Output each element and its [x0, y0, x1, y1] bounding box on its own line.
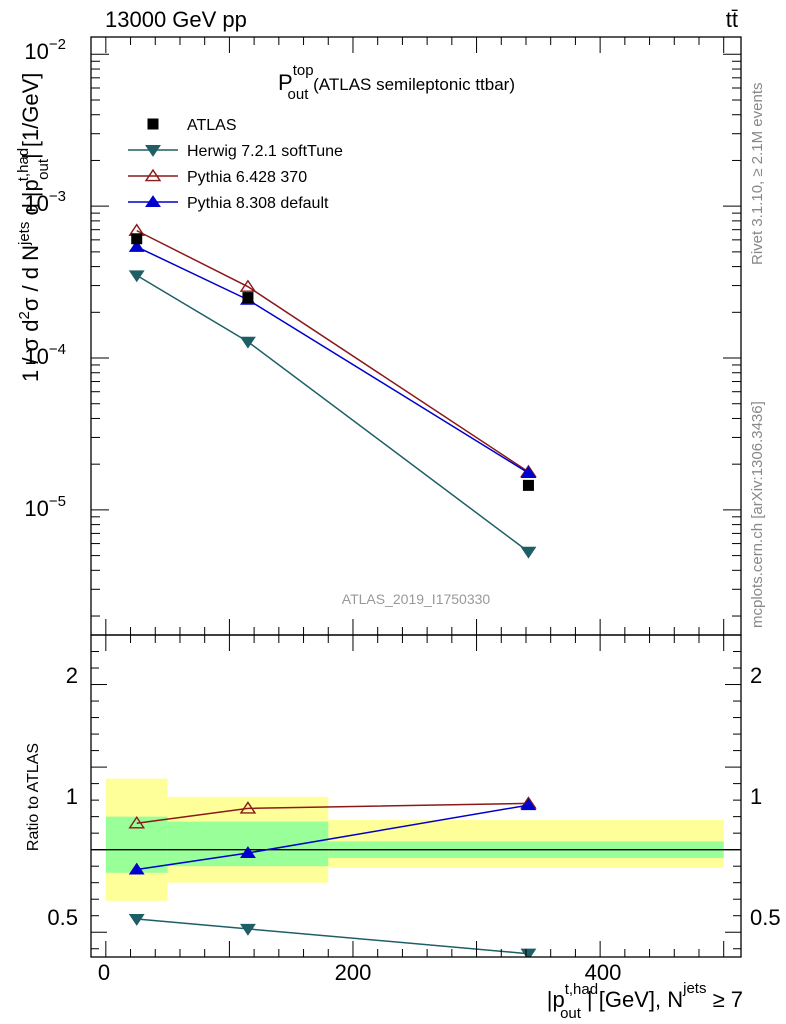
x-tick-label-0: 0	[98, 960, 110, 985]
x-tick-labels: 0 200 400	[98, 960, 621, 985]
ratio-point-series-2-1	[240, 846, 256, 859]
ratio-series-group	[128, 796, 537, 957]
main-point-series-3-2	[520, 466, 537, 479]
legend-marker-2	[144, 168, 162, 182]
ratio-line-series-0	[136, 918, 529, 955]
x-tick-label-200: 200	[335, 960, 372, 985]
ratio-y-tick-label-left-2: 2	[66, 663, 78, 688]
main-line-series-2	[136, 229, 529, 473]
legend: ATLAS Herwig 7.2.1 softTune Pythia 6.428 3…	[128, 117, 343, 212]
ratio-point-series-0-1	[240, 923, 256, 936]
y-tick-label-1e-4: 10−4	[24, 341, 66, 369]
main-series-group	[128, 223, 537, 559]
main-point-series-3-0	[128, 239, 145, 252]
legend-marker-1	[145, 144, 161, 157]
ratio-y-tick-label-left-1: 1	[66, 784, 78, 809]
main-point-series-1-1	[240, 336, 256, 349]
main-line-series-3	[136, 246, 529, 474]
main-point-series-0-1	[242, 292, 254, 304]
main-point-series-0-0	[131, 233, 143, 245]
main-y-tick-labels: 10−5 10−4 10−3 10−2	[24, 36, 66, 521]
energy-label: 13000 GeV pp	[105, 7, 247, 32]
ratio-y-tick-labels: 0.5 1 2 0.5 1 2	[47, 663, 780, 930]
ratio-point-series-1-0	[128, 816, 146, 829]
ratio-y-axis-label: Ratio to ATLAS	[25, 743, 42, 851]
plot-title: Ptop out (ATLAS semileptonic ttbar)	[278, 62, 515, 103]
main-point-series-1-2	[520, 546, 537, 559]
ratio-y-tick-label-right-0: 0.5	[750, 905, 781, 930]
legend-label-2: Pythia 6.428 370	[187, 169, 307, 186]
y-tick-label-1e-2: 10−2	[24, 36, 66, 64]
ratio-uncertainty-bands	[105, 778, 724, 901]
ratio-point-series-0-0	[128, 913, 145, 926]
x-tick-label-400: 400	[585, 960, 622, 985]
legend-marker-0	[147, 118, 159, 130]
watermark: ATLAS_2019_I1750330	[342, 591, 491, 607]
ratio-line-series-1	[136, 802, 529, 824]
ratio-y-tick-label-right-2: 2	[750, 663, 762, 688]
x-axis-label: |pt,had out| [GeV], Njets ≥ 7	[547, 980, 743, 1022]
main-point-series-2-1	[239, 279, 257, 292]
legend-label-0: ATLAS	[187, 117, 237, 134]
legend-label-1: Herwig 7.2.1 softTune	[187, 143, 343, 160]
ratio-point-series-2-0	[128, 862, 145, 875]
main-point-series-1-0	[128, 270, 145, 283]
ratio-point-series-2-2	[520, 798, 537, 811]
ratio-point-series-0-2	[520, 948, 537, 957]
rivet-label: Rivet 3.1.10, ≥ 2.1M events	[749, 83, 766, 266]
ratio-point-series-1-1	[239, 801, 257, 814]
legend-label-3: Pythia 8.308 default	[187, 195, 329, 212]
main-line-series-1	[136, 274, 529, 553]
ratio-plot-frame	[90, 634, 742, 958]
ratio-y-tick-label-left-0: 0.5	[47, 905, 78, 930]
axis-ticks	[91, 37, 741, 957]
legend-marker-3	[145, 195, 161, 208]
process-label: tt̄	[726, 7, 738, 32]
mcplots-label: mcplots.cern.ch [arXiv:1306.3436]	[749, 401, 766, 628]
y-tick-label-1e-5: 10−5	[24, 493, 66, 521]
main-y-axis-label: 1 / σ d2σ / d Njets d |pt,had out| [1/GeV…	[15, 73, 52, 382]
y-tick-label-1e-3: 10−3	[24, 188, 66, 216]
ratio-y-tick-label-right-1: 1	[750, 784, 762, 809]
main-point-series-0-2	[522, 479, 534, 491]
